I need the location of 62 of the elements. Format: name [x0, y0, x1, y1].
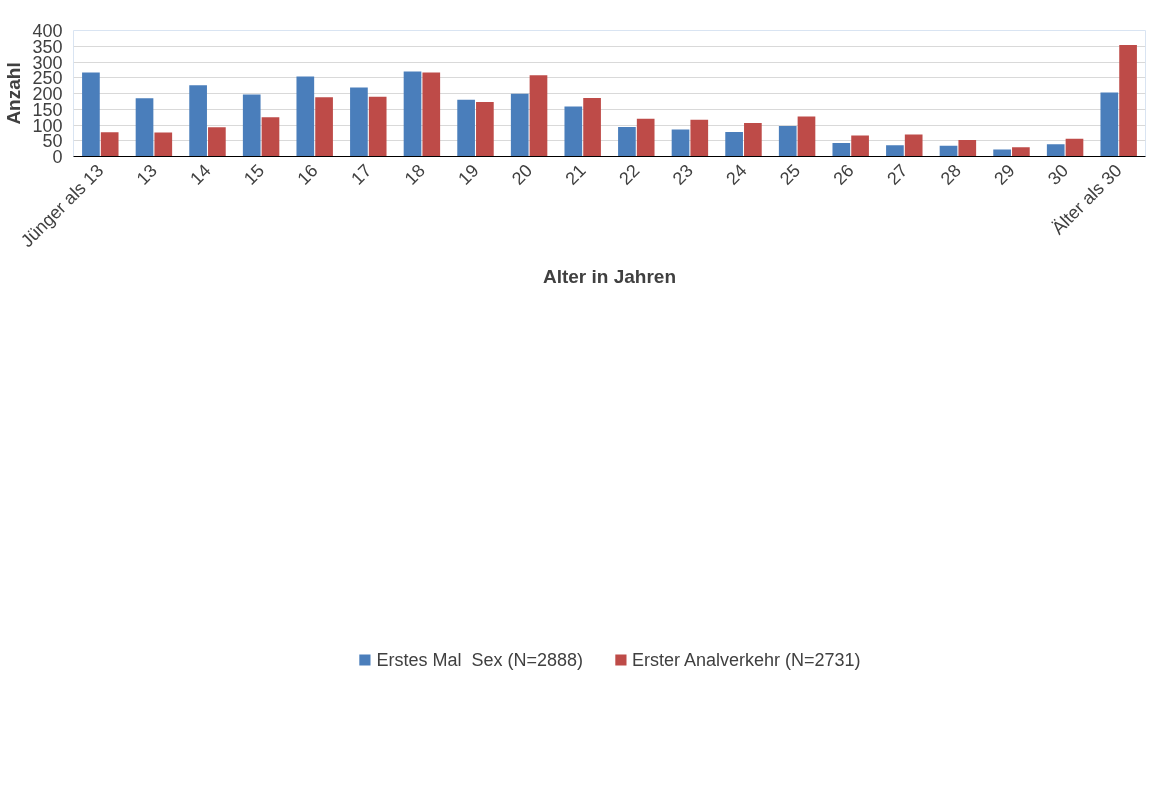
bar — [100, 132, 119, 157]
bar — [510, 93, 529, 157]
bar — [350, 87, 368, 157]
bar — [1046, 144, 1065, 157]
bar — [1119, 44, 1137, 157]
bar — [564, 106, 583, 157]
bar — [832, 142, 851, 157]
bar — [154, 132, 173, 157]
x-tick-label: 21 — [561, 160, 590, 189]
bar — [904, 134, 923, 157]
bar — [422, 72, 441, 157]
bar — [208, 127, 226, 157]
bar — [618, 126, 636, 157]
bar — [242, 94, 261, 157]
x-tick-label: 28 — [936, 160, 965, 189]
bar — [368, 96, 387, 157]
x-tick-label: 20 — [507, 160, 537, 189]
y-tick-label: 0 — [52, 147, 63, 167]
x-tick-label: 14 — [186, 160, 215, 189]
x-tick-label: 17 — [347, 160, 376, 189]
x-tick-label: 18 — [400, 160, 429, 189]
bar — [1100, 92, 1119, 157]
x-tick-label: 23 — [668, 160, 697, 189]
bar — [457, 99, 475, 157]
x-tick-label: 24 — [722, 160, 751, 189]
bar — [189, 85, 207, 157]
bar — [1065, 138, 1084, 157]
x-tick-label: 30 — [1043, 160, 1073, 189]
x-tick-label: 13 — [132, 160, 161, 189]
bar — [82, 72, 100, 157]
x-tick-label: 15 — [239, 160, 269, 189]
bar — [725, 131, 743, 157]
bar — [851, 135, 869, 157]
x-tick-label: 25 — [775, 160, 805, 189]
bar — [939, 145, 958, 157]
bar — [958, 140, 977, 157]
bar — [797, 116, 816, 157]
bar — [671, 129, 690, 157]
x-tick-label: 27 — [883, 160, 912, 189]
legend-label: Erstes Mal Sex (N=2888) — [376, 649, 583, 671]
x-tick-label: 19 — [454, 160, 483, 189]
bar — [296, 76, 315, 157]
bar — [636, 118, 655, 157]
bar — [778, 125, 797, 157]
bar — [135, 98, 154, 157]
bar — [583, 97, 601, 157]
x-tick-label: 22 — [615, 160, 644, 189]
legend-label: Erster Analverkehr (N=2731) — [631, 649, 861, 671]
bar — [744, 123, 762, 157]
x-axis-title: Alter in Jahren — [542, 266, 677, 288]
bar — [476, 102, 494, 157]
x-tick-label: 16 — [293, 160, 322, 189]
bar — [1012, 147, 1030, 157]
bar — [261, 117, 280, 157]
bar — [403, 71, 422, 157]
y-axis-title: Anzahl — [3, 62, 25, 125]
bar — [529, 75, 548, 157]
bar — [690, 119, 709, 157]
bar — [886, 145, 904, 157]
x-tick-label: 29 — [990, 160, 1019, 189]
x-tick-label: 26 — [829, 160, 858, 189]
bar — [315, 97, 333, 157]
